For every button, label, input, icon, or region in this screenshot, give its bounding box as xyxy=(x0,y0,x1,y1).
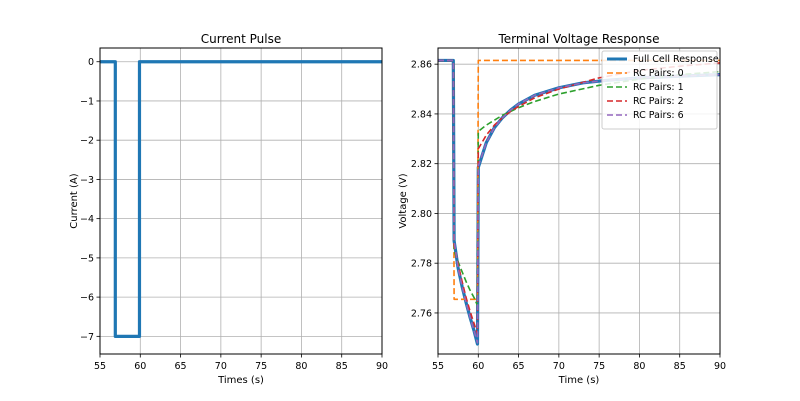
x-tick-label: 85 xyxy=(674,361,686,372)
legend-label: RC Pairs: 0 xyxy=(633,68,684,79)
axes-frame xyxy=(99,47,383,355)
legend: Full Cell Response RC Pairs: 0 RC Pairs: 1… xyxy=(601,50,719,130)
ticks: 55 60 65 70 75 80 85 90 0 −1 −2 −3 −4 −5 −6 −7 xyxy=(80,57,388,372)
x-tick-label: 85 xyxy=(336,361,348,372)
y-axis-label: Voltage (V) xyxy=(398,173,409,228)
series-layer xyxy=(438,58,720,346)
y-tick-label: −5 xyxy=(80,253,94,264)
series-line-rc-pairs-2 xyxy=(438,59,720,335)
plot-area xyxy=(100,48,382,354)
x-axis-label: Times (s) xyxy=(217,375,264,386)
y-tick-label: −2 xyxy=(80,136,94,147)
x-tick-label: 75 xyxy=(593,361,605,372)
x-tick-label: 75 xyxy=(255,361,267,372)
current-pulse-panel: 55 60 65 70 75 80 85 90 0 −1 −2 −3 −4 −5 −6 −7 Current … xyxy=(69,32,388,386)
series-line-rc-pairs-1 xyxy=(438,59,720,307)
x-tick-label: 65 xyxy=(513,361,525,372)
series-layer xyxy=(100,60,382,338)
y-tick-label: 2.84 xyxy=(411,109,432,120)
ticks: 55 60 65 70 75 80 85 90 2.76 2.78 2.80 2.82 2.84 2.86 xyxy=(411,60,726,372)
x-tick-label: 60 xyxy=(134,361,146,372)
x-tick-label: 70 xyxy=(553,361,565,372)
x-tick-label: 80 xyxy=(633,361,645,372)
y-tick-label: 0 xyxy=(88,57,94,68)
legend-label: RC Pairs: 2 xyxy=(633,96,684,107)
terminal-voltage-panel: 55 60 65 70 75 80 85 90 2.76 2.78 2.80 2.82 2.84 2.86… xyxy=(398,32,726,386)
series-line-rc-pairs-6 xyxy=(438,59,720,344)
y-tick-label: −3 xyxy=(80,175,94,186)
y-tick-label: −6 xyxy=(80,293,94,304)
chart-title: Terminal Voltage Response xyxy=(498,32,660,46)
x-tick-label: 65 xyxy=(175,361,187,372)
legend-label: RC Pairs: 6 xyxy=(633,110,684,121)
x-tick-label: 55 xyxy=(432,361,444,372)
y-axis-label: Current (A) xyxy=(69,173,80,228)
legend-box xyxy=(601,50,718,130)
x-tick-label: 60 xyxy=(472,361,484,372)
y-tick-label: 2.86 xyxy=(411,60,432,71)
y-tick-label: −4 xyxy=(80,214,94,225)
series-line-current xyxy=(100,60,382,338)
y-tick-label: 2.80 xyxy=(411,209,432,220)
x-tick-label: 70 xyxy=(215,361,227,372)
y-tick-label: 2.78 xyxy=(411,259,432,270)
y-tick-label: 2.82 xyxy=(411,159,432,170)
x-tick-label: 55 xyxy=(94,361,106,372)
x-tick-label: 90 xyxy=(376,361,388,372)
x-tick-label: 90 xyxy=(714,361,726,372)
y-tick-label: 2.76 xyxy=(411,308,432,319)
axes-frame xyxy=(437,47,721,355)
y-tick-label: −7 xyxy=(80,332,94,343)
chart-title: Current Pulse xyxy=(201,32,281,46)
y-tick-label: −1 xyxy=(80,96,94,107)
x-axis-label: Time (s) xyxy=(558,375,600,386)
legend-label: RC Pairs: 1 xyxy=(633,82,684,93)
legend-label: Full Cell Response xyxy=(633,54,719,65)
x-tick-label: 80 xyxy=(295,361,307,372)
